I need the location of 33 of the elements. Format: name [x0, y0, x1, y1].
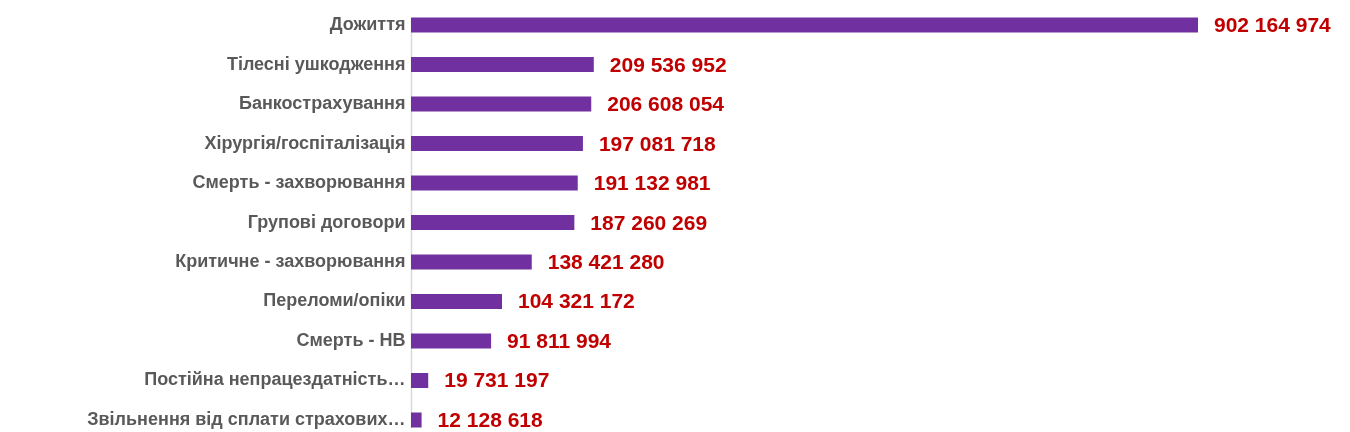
y-tick-label: Групові договори: [247, 211, 406, 232]
y-tick-label: Постійна непрацездатність…: [144, 369, 406, 390]
bar: [411, 412, 422, 428]
bar: [411, 96, 592, 112]
data-label: 138 421 280: [547, 250, 665, 273]
data-label: 209 536 952: [609, 52, 727, 76]
bar: [411, 57, 594, 73]
y-tick-label: Дожиття: [329, 14, 406, 34]
data-label: 206 608 054: [607, 92, 725, 115]
bar: [411, 17, 1198, 33]
y-tick-label: Критичне - захворювання: [175, 251, 406, 271]
y-tick-label: Смерть - НВ: [296, 330, 406, 350]
bar: [411, 175, 578, 191]
y-tick-label: Банкострахування: [238, 93, 406, 113]
bar: [411, 254, 532, 270]
bar: [411, 372, 429, 388]
data-label: 902 164 974: [1214, 13, 1332, 36]
y-tick-label: Тілесні ушкодження: [226, 53, 406, 74]
data-label: 104 321 172: [518, 289, 635, 313]
data-label: 19 731 197: [444, 368, 550, 392]
data-label: 12 128 618: [437, 408, 543, 431]
y-tick-label: Звільнення від сплати страхових…: [87, 409, 406, 429]
y-tick-label: Смерть - захворювання: [192, 172, 406, 192]
y-tick-label: Переломи/опіки: [263, 290, 406, 311]
y-tick-label: Хірургія/госпіталізація: [204, 132, 406, 153]
bar: [411, 215, 575, 230]
bar: [411, 293, 502, 309]
data-label: 191 132 981: [593, 171, 711, 194]
bar: [411, 136, 583, 152]
data-label: 187 260 269: [590, 210, 708, 234]
bar: [411, 333, 492, 349]
data-label: 197 081 718: [598, 131, 717, 155]
data-label: 91 811 994: [507, 329, 612, 352]
